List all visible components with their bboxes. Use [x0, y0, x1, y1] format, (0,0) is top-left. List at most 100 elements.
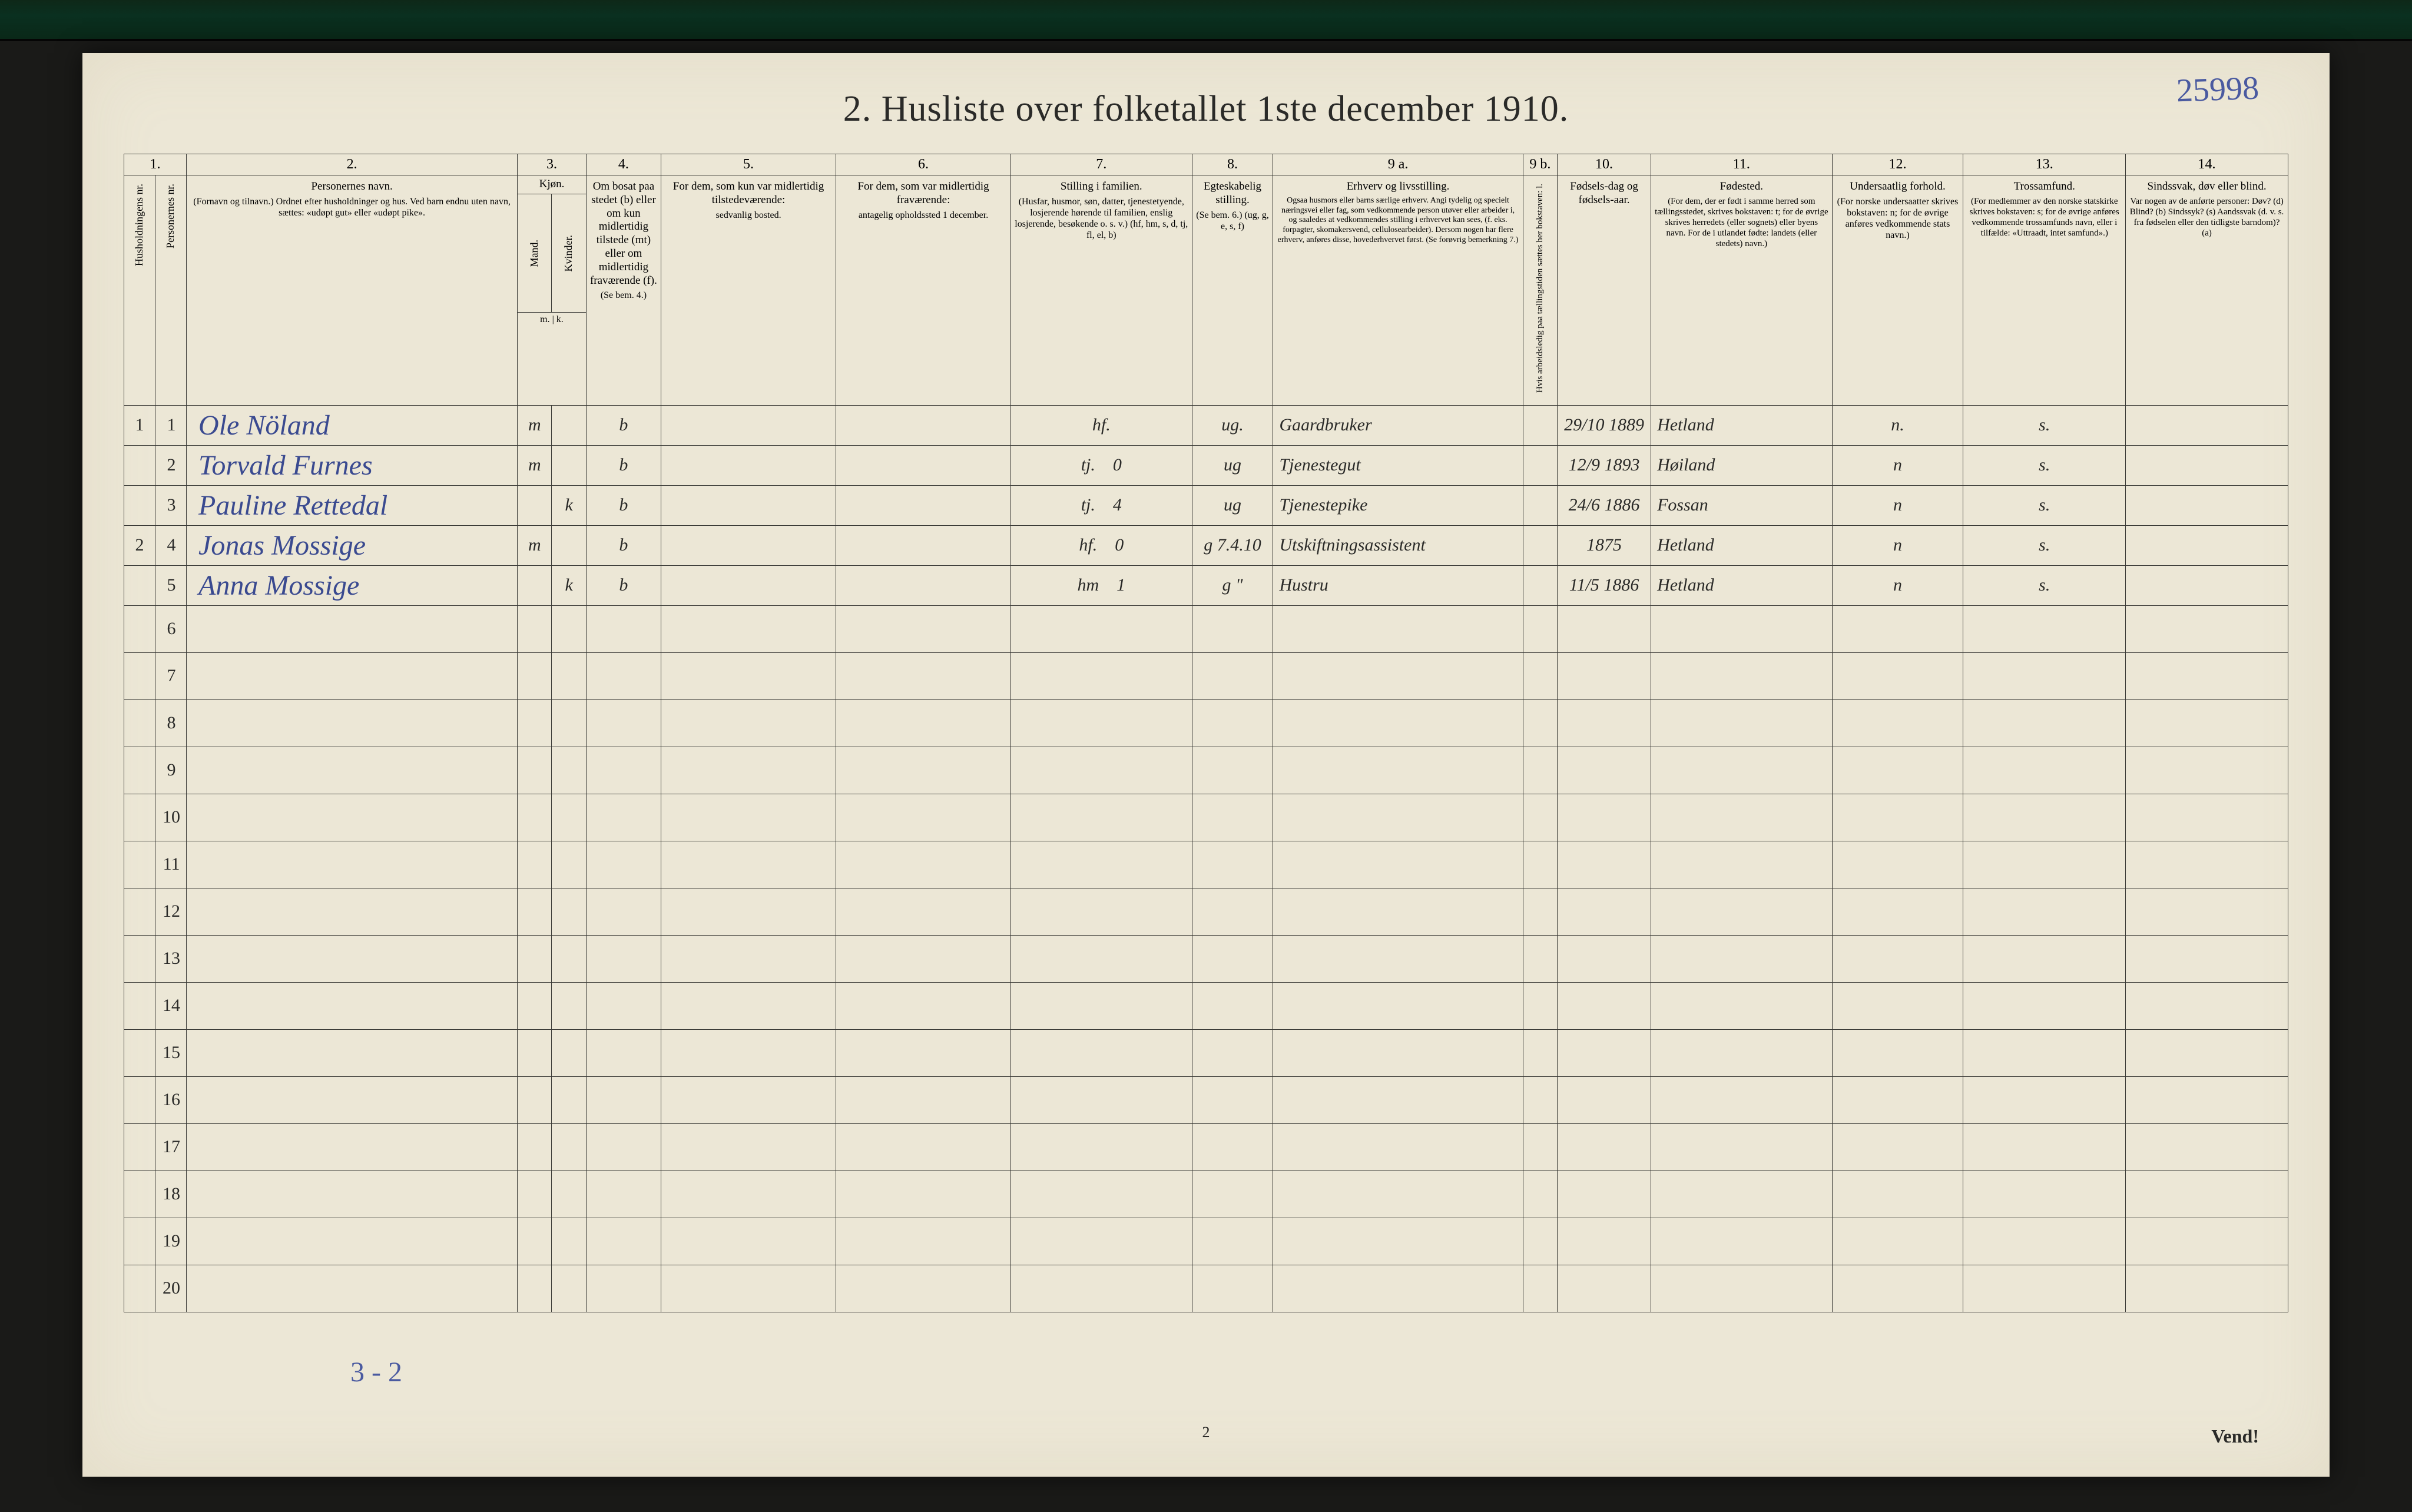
- cell-empty: [2126, 1171, 2288, 1218]
- col-unemployed: Hvis arbeidsledig paa tællingstiden sætt…: [1523, 175, 1557, 406]
- page-number: 2: [1202, 1424, 1210, 1441]
- cell-empty: [1651, 699, 1833, 747]
- table-row-empty: 9: [124, 747, 2288, 794]
- cell-temp-absent: [836, 565, 1011, 605]
- cell-empty: [1011, 888, 1192, 935]
- cell-person-nr: 17: [155, 1123, 187, 1171]
- cell-empty: [2126, 841, 2288, 888]
- cell-empty: [1832, 794, 1963, 841]
- cell-empty: [1192, 888, 1273, 935]
- cell-empty: [661, 982, 836, 1029]
- cell-empty: [1558, 652, 1651, 699]
- cell-empty: [586, 935, 661, 982]
- cell-empty: [1963, 1265, 2126, 1312]
- cell-empty: [1192, 1123, 1273, 1171]
- cell-empty: [1963, 605, 2126, 652]
- cell-empty: [1963, 1029, 2126, 1076]
- cell-empty: [187, 794, 518, 841]
- cell-empty: [1523, 1123, 1557, 1171]
- cell-temp-present: [661, 405, 836, 445]
- cell-empty: [124, 1029, 155, 1076]
- cell-empty: [518, 699, 552, 747]
- table-row-empty: 18: [124, 1171, 2288, 1218]
- cell-person-nr: 9: [155, 747, 187, 794]
- cell-empty: [187, 652, 518, 699]
- cell-empty: [1558, 1123, 1651, 1171]
- cell-empty: [836, 1029, 1011, 1076]
- cell-empty: [1832, 935, 1963, 982]
- cell-empty: [1523, 982, 1557, 1029]
- cell-empty: [1963, 1123, 2126, 1171]
- cell-empty: [661, 1076, 836, 1123]
- cell-empty: [1963, 699, 2126, 747]
- cell-empty: [1963, 1076, 2126, 1123]
- cell-empty: [586, 605, 661, 652]
- cell-empty: [1832, 1218, 1963, 1265]
- cell-residence: b: [586, 565, 661, 605]
- cell-residence: b: [586, 405, 661, 445]
- cell-empty: [1832, 1029, 1963, 1076]
- cell-empty: [1832, 1076, 1963, 1123]
- cell-sex-k: k: [552, 485, 586, 525]
- cell-empty: [661, 1171, 836, 1218]
- cell-empty: [1192, 1265, 1273, 1312]
- cell-empty: [1963, 1171, 2126, 1218]
- cell-empty: [518, 747, 552, 794]
- cell-person-nr: 12: [155, 888, 187, 935]
- cell-empty: [552, 605, 586, 652]
- cell-empty: [552, 888, 586, 935]
- cell-occupation: Tjenestepike: [1273, 485, 1523, 525]
- cell-empty: [1558, 982, 1651, 1029]
- cell-empty: [1523, 1076, 1557, 1123]
- table-row-empty: 10: [124, 794, 2288, 841]
- cell-empty: [2126, 1218, 2288, 1265]
- cell-religion: s.: [1963, 485, 2126, 525]
- cell-empty: [586, 1265, 661, 1312]
- cell-person-nr: 2: [155, 445, 187, 485]
- cell-sex-k: [552, 405, 586, 445]
- cell-empty: [187, 1218, 518, 1265]
- cell-unemployed: [1523, 565, 1557, 605]
- cell-empty: [586, 1076, 661, 1123]
- cell-empty: [187, 1171, 518, 1218]
- cell-empty: [2126, 794, 2288, 841]
- cell-person-nr: 18: [155, 1171, 187, 1218]
- cell-person-nr: 8: [155, 699, 187, 747]
- table-row-empty: 7: [124, 652, 2288, 699]
- cell-empty: [187, 935, 518, 982]
- cell-empty: [124, 1076, 155, 1123]
- cell-person-nr: 10: [155, 794, 187, 841]
- cell-empty: [1558, 1265, 1651, 1312]
- column-header-row: Husholdningens nr. Personernes nr. Perso…: [124, 175, 2288, 406]
- cell-birthdate: 24/6 1886: [1558, 485, 1651, 525]
- cell-empty: [1832, 888, 1963, 935]
- cell-empty: [836, 605, 1011, 652]
- cell-birthplace: Hetland: [1651, 525, 1833, 565]
- cell-sex-m: [518, 485, 552, 525]
- cell-birthdate: 12/9 1893: [1558, 445, 1651, 485]
- col-family-position: Stilling i familien. (Husfar, husmor, sø…: [1011, 175, 1192, 406]
- cell-unemployed: [1523, 485, 1557, 525]
- cell-empty: [836, 1171, 1011, 1218]
- cell-residence: b: [586, 445, 661, 485]
- cell-empty: [187, 841, 518, 888]
- cell-empty: [836, 699, 1011, 747]
- cell-empty: [187, 1076, 518, 1123]
- table-row-empty: 12: [124, 888, 2288, 935]
- cell-birthdate: 11/5 1886: [1558, 565, 1651, 605]
- cell-empty: [518, 935, 552, 982]
- cell-empty: [518, 794, 552, 841]
- cell-empty: [552, 841, 586, 888]
- cell-empty: [1651, 1265, 1833, 1312]
- cell-empty: [1011, 841, 1192, 888]
- cell-empty: [518, 982, 552, 1029]
- cell-empty: [586, 1218, 661, 1265]
- cell-sex-m: m: [518, 445, 552, 485]
- table-row: 24Jonas Mossigembhf. 0g 7.4.10Utskiftnin…: [124, 525, 2288, 565]
- cell-empty: [518, 888, 552, 935]
- footer-annotation: 3 - 2: [350, 1356, 402, 1388]
- cell-empty: [518, 1123, 552, 1171]
- cell-empty: [1273, 888, 1523, 935]
- colnum: 9 a.: [1273, 154, 1523, 175]
- cell-empty: [124, 699, 155, 747]
